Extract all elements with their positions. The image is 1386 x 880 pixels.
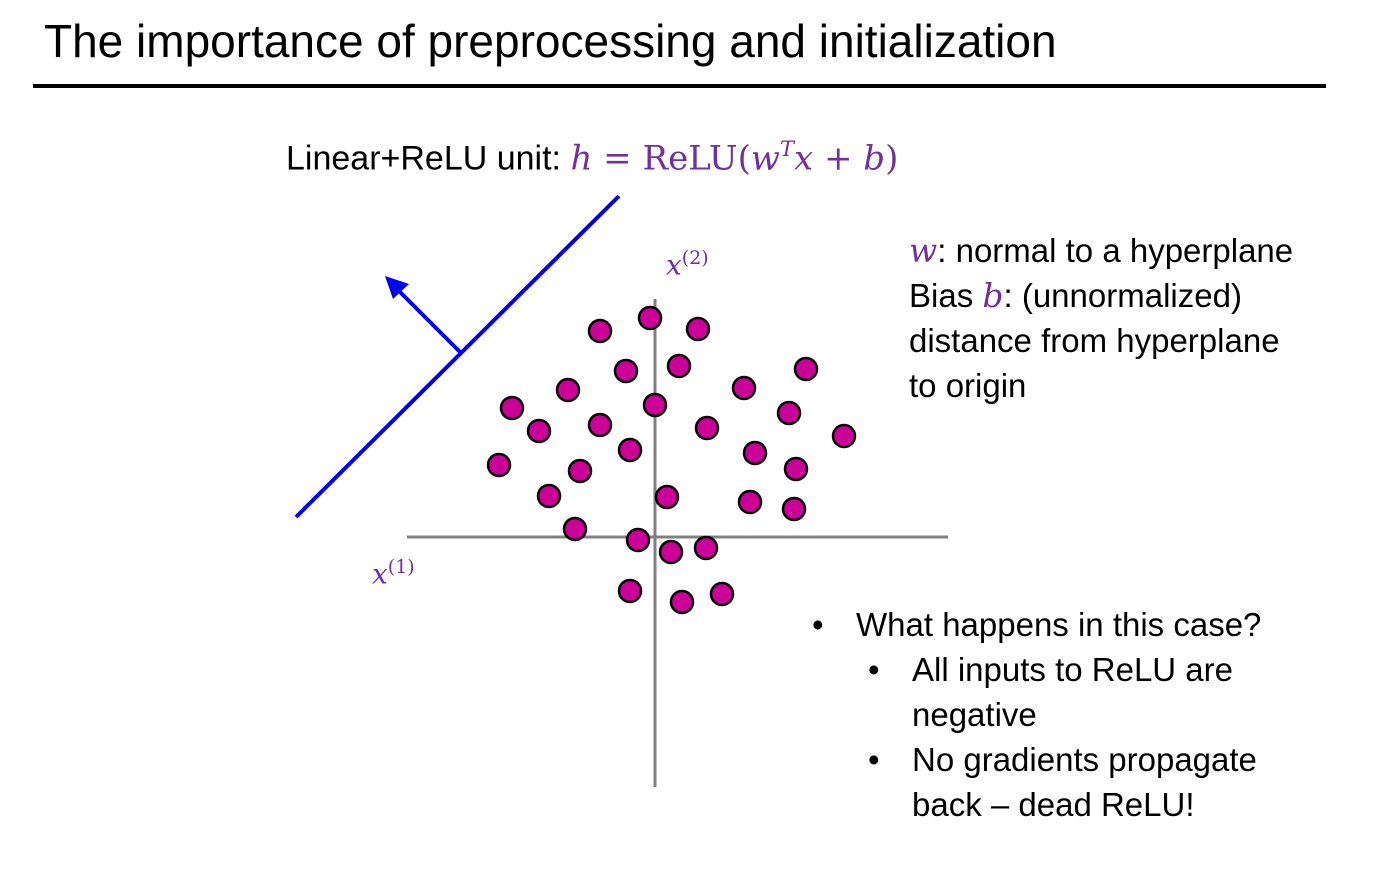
title-underline [33,84,1326,88]
data-point [499,395,525,421]
formula-b: b [863,138,886,179]
data-point [693,535,719,561]
formula-eq: = [592,138,643,179]
data-point [536,483,562,509]
data-point [486,452,512,478]
bullet-sub-2-line-2: back – dead ReLU! [912,786,1195,823]
bullet-sub-1: All inputs to ReLU are negative [868,647,1261,737]
data-point [694,415,720,441]
formula-transpose: T [779,136,794,161]
data-point [685,316,711,342]
data-point [658,539,684,565]
normal-vector-arrow [395,287,462,354]
hyperplane-line [294,194,621,519]
hyperplane-notes: w: normal to a hyperplane Bias b: (unnor… [909,228,1293,408]
data-point [625,527,651,553]
note-bias-prefix: Bias [909,277,983,314]
formula-w: w [750,138,780,179]
x2-label-sup: (2) [681,247,709,269]
data-point [783,456,809,482]
bullet-sub-2-line-1: No gradients propagate [912,741,1257,778]
formula-close: ) [885,138,899,179]
note-w-symbol: w [909,231,938,270]
data-point [637,305,663,331]
note-b-symbol: b [982,276,1004,315]
x2-axis-label: x(2) [666,247,709,281]
data-points [486,305,857,615]
formula-h: h [570,138,593,179]
note-line-1: w: normal to a hyperplane [909,228,1293,273]
data-point [654,484,680,510]
formula-x: x [794,138,814,179]
data-point [709,581,735,607]
formula-prefix: Linear+ReLU unit: [286,139,571,178]
data-point [731,375,757,401]
formula-relu-open: ReLU( [642,138,751,179]
note-line-2-text: : (unnormalized) [1003,277,1242,314]
data-point [737,489,763,515]
normal-vector-arrowhead [385,276,409,299]
bullet-sub-1-line-2: negative [912,696,1037,733]
data-point [567,458,593,484]
note-line-4: to origin [909,367,1027,404]
x1-label-base: x [372,557,388,591]
data-point [742,440,768,466]
data-point [613,358,639,384]
data-point [776,400,802,426]
question-bullets: What happens in this case? All inputs to… [812,602,1261,827]
x1-axis-label: x(1) [372,556,415,590]
bullet-sub-1-line-1: All inputs to ReLU are [912,651,1233,688]
x2-label-base: x [666,248,682,282]
data-point [617,578,643,604]
data-point [669,589,695,615]
x1-label-sup: (1) [387,556,415,578]
data-point [526,418,552,444]
note-line-1-text: : normal to a hyperplane [937,232,1294,269]
data-point [587,412,613,438]
data-point [831,423,857,449]
data-point [781,496,807,522]
data-point [617,437,643,463]
note-line-3: distance from hyperplane [909,322,1280,359]
data-point [642,392,668,418]
data-point [793,356,819,382]
relu-formula: Linear+ReLU unit: h = ReLU(wTx + b) [286,136,898,179]
data-point [562,516,588,542]
slide-title: The importance of preprocessing and init… [44,15,1057,67]
formula-plus: + [813,138,864,179]
data-point [555,377,581,403]
data-point [587,318,613,344]
note-line-2: Bias b: (unnormalized) [909,273,1293,318]
data-point [666,353,692,379]
bullet-sub-2: No gradients propagate back – dead ReLU! [868,737,1261,827]
bullet-question: What happens in this case? [812,602,1261,647]
